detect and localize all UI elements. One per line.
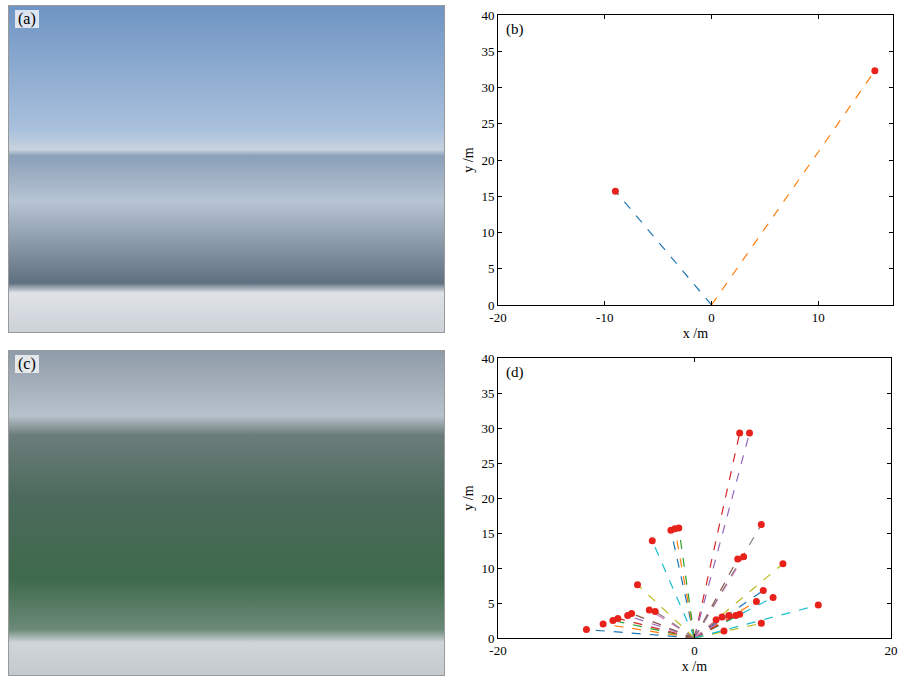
svg-text:35: 35 [481, 386, 494, 401]
svg-text:y /m: y /m [461, 147, 476, 172]
svg-text:20: 20 [481, 153, 494, 168]
svg-text:40: 40 [481, 351, 494, 366]
svg-text:10: 10 [481, 561, 494, 576]
svg-text:10: 10 [812, 310, 825, 325]
svg-text:0: 0 [488, 298, 495, 313]
svg-text:5: 5 [488, 261, 495, 276]
svg-text:(d): (d) [506, 364, 524, 381]
svg-text:x /m: x /m [683, 326, 708, 341]
svg-text:25: 25 [481, 116, 494, 131]
svg-text:25: 25 [481, 456, 494, 471]
svg-text:20: 20 [885, 643, 898, 658]
svg-text:35: 35 [481, 44, 494, 59]
svg-text:20: 20 [481, 491, 494, 506]
svg-text:y /m: y /m [461, 485, 476, 510]
svg-text:40: 40 [481, 8, 494, 23]
svg-text:10: 10 [481, 225, 494, 240]
svg-text:0: 0 [708, 310, 715, 325]
svg-text:0: 0 [488, 631, 495, 646]
svg-text:0: 0 [691, 643, 698, 658]
svg-text:30: 30 [481, 421, 494, 436]
svg-text:5: 5 [488, 596, 495, 611]
html-text:(c): (c) [18, 355, 36, 372]
svg-text:-20: -20 [489, 310, 506, 325]
svg-text:15: 15 [481, 526, 494, 541]
svg-text:30: 30 [481, 80, 494, 95]
svg-text:-20: -20 [489, 643, 506, 658]
svg-text:-10: -10 [596, 310, 613, 325]
svg-text:15: 15 [481, 189, 494, 204]
svg-text:(b): (b) [506, 21, 524, 38]
html-text:(a): (a) [18, 10, 36, 27]
svg-text:x /m: x /m [682, 659, 707, 674]
